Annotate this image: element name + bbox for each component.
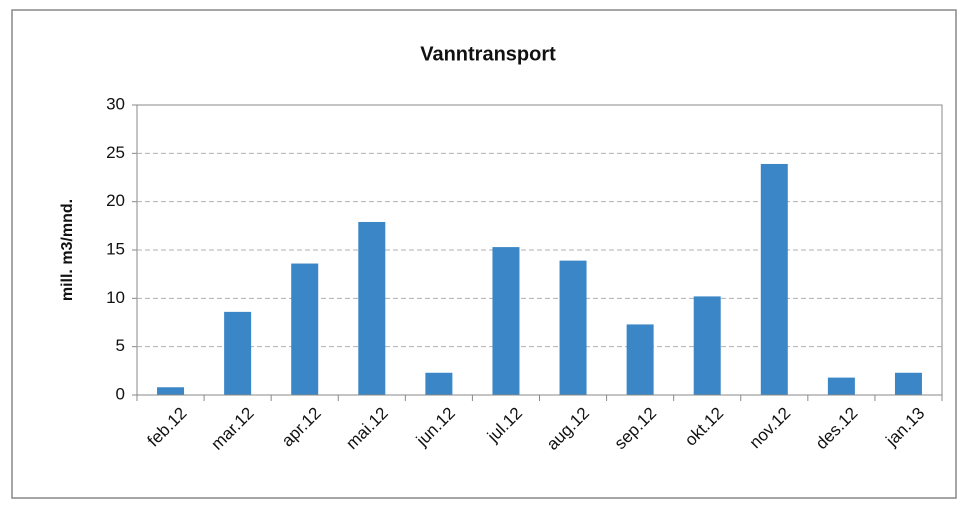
y-tick-label: 5	[116, 336, 125, 355]
y-tick-label: 15	[106, 239, 125, 258]
bar	[760, 163, 788, 395]
y-tick-label: 25	[106, 143, 125, 162]
bar	[827, 377, 855, 395]
bar	[291, 263, 319, 395]
y-tick-label: 0	[116, 384, 125, 403]
bar	[224, 311, 252, 395]
bar	[559, 260, 587, 395]
bar	[894, 372, 922, 395]
bar	[157, 387, 185, 395]
bar	[425, 372, 453, 395]
bar	[626, 324, 654, 395]
bar	[358, 221, 386, 395]
y-axis-label: mill. m3/mnd.	[59, 199, 76, 301]
chart-frame	[11, 9, 957, 499]
y-tick-label: 30	[106, 94, 125, 113]
y-tick-label: 10	[106, 288, 125, 307]
bar	[492, 247, 520, 395]
bar	[693, 296, 721, 395]
chart-title: Vanntransport	[420, 43, 556, 65]
y-tick-label: 20	[106, 191, 125, 210]
